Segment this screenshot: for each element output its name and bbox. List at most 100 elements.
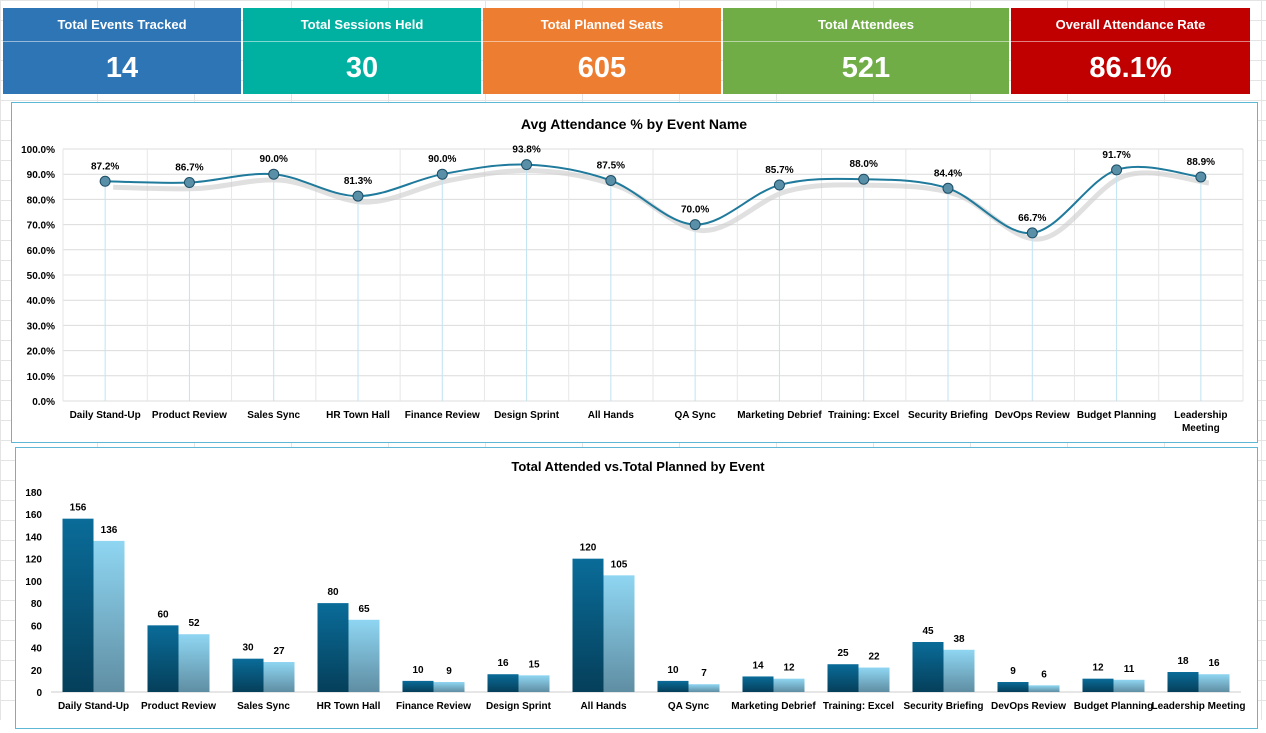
- y-tick-label: 50.0%: [27, 271, 55, 282]
- data-label: 22: [868, 652, 880, 663]
- data-label: 15: [528, 659, 540, 670]
- kpi-card: Total Sessions Held 30: [243, 8, 481, 94]
- data-point: [942, 182, 954, 194]
- bar: [1167, 672, 1199, 692]
- data-point: [773, 179, 785, 191]
- bar: [93, 540, 125, 692]
- kpi-value: 605: [577, 52, 627, 84]
- data-label: 81.3%: [344, 176, 372, 187]
- x-tick-label: HR Town Hall: [326, 410, 390, 421]
- bar: [858, 667, 890, 692]
- data-label: 84.4%: [934, 168, 962, 179]
- data-label: 11: [1124, 664, 1135, 675]
- x-tick-label: QA Sync: [668, 701, 710, 712]
- data-point: [268, 168, 280, 180]
- data-point: [689, 219, 701, 231]
- data-label: 6: [1041, 669, 1047, 680]
- y-tick-label: 10.0%: [27, 372, 55, 383]
- bar: [1028, 685, 1060, 692]
- kpi-value: 14: [105, 52, 139, 84]
- x-tick-label: DevOps Review: [995, 410, 1070, 421]
- data-point: [858, 173, 870, 185]
- x-tick-label: Sales Sync: [247, 410, 300, 421]
- bar-chart-panel[interactable]: Total Attended vs.Total Planned by Event…: [15, 447, 1258, 729]
- y-tick-label: 70.0%: [27, 221, 55, 232]
- data-label: 87.5%: [597, 161, 625, 172]
- data-label: 66.7%: [1018, 213, 1046, 224]
- data-label: 90.0%: [260, 154, 288, 165]
- data-point: [521, 159, 533, 171]
- data-point: [436, 168, 448, 180]
- x-tick-label: Marketing Debrief: [731, 701, 816, 712]
- bar: [773, 678, 805, 692]
- data-point: [1195, 171, 1207, 183]
- x-tick-label: Training: Excel: [823, 701, 894, 712]
- line-chart: Avg Attendance % by Event Name 0.0% 10.0% 2…: [21, 116, 1244, 434]
- y-tick-label: 120: [25, 555, 42, 566]
- bar: [572, 558, 604, 692]
- data-label: 90.0%: [428, 154, 456, 165]
- data-label: 70.0%: [681, 205, 709, 216]
- data-point: [352, 190, 364, 202]
- kpi-value: 521: [841, 52, 891, 84]
- bar: [657, 680, 689, 692]
- y-tick-label: 30.0%: [27, 321, 55, 332]
- data-label: 85.7%: [765, 165, 793, 176]
- x-tick-label: Leadership Meeting: [1152, 701, 1246, 712]
- bar: [518, 675, 550, 692]
- x-tick-label: DevOps Review: [991, 701, 1066, 712]
- line-chart-panel[interactable]: Avg Attendance % by Event Name 0.0% 10.0% 2…: [11, 102, 1258, 443]
- data-label: 86.7%: [175, 163, 203, 174]
- x-tick-label: Design Sprint: [486, 701, 552, 712]
- x-tick-label: Finance Review: [396, 701, 471, 712]
- data-point: [183, 177, 195, 189]
- y-tick-label: 40: [31, 644, 43, 655]
- x-tick-label: All Hands: [588, 410, 635, 421]
- chart-title: Total Attended vs.Total Planned by Event: [511, 459, 765, 474]
- data-label: 65: [358, 604, 370, 615]
- data-point: [1111, 164, 1123, 176]
- data-label: 25: [837, 648, 849, 659]
- data-label: 12: [1092, 663, 1104, 674]
- data-label: 12: [783, 663, 795, 674]
- bar: [147, 625, 179, 692]
- data-label: 10: [412, 665, 424, 676]
- data-label: 14: [752, 660, 764, 671]
- data-label: 30: [242, 643, 254, 654]
- kpi-value: 30: [345, 52, 379, 84]
- data-label: 16: [1208, 658, 1220, 669]
- bar: [1198, 674, 1230, 692]
- data-label: 10: [667, 665, 679, 676]
- x-tick-label: Budget Planning: [1074, 701, 1153, 712]
- data-label: 52: [188, 618, 200, 629]
- x-tick-label: Security Briefing: [908, 410, 988, 421]
- data-label: 18: [1177, 656, 1189, 667]
- y-tick-label: 160: [25, 510, 42, 521]
- x-tick-label: All Hands: [580, 701, 627, 712]
- bar: [62, 518, 94, 692]
- y-tick-label: 100: [25, 577, 42, 588]
- bar: [348, 619, 380, 692]
- x-tick-label: Product Review: [141, 701, 216, 712]
- bar: [943, 649, 975, 692]
- y-tick-label: 90.0%: [27, 170, 55, 181]
- x-tick-label: Design Sprint: [494, 410, 560, 421]
- kpi-label: Total Sessions Held: [243, 8, 481, 42]
- data-label: 9: [1010, 666, 1016, 677]
- bar: [688, 684, 720, 692]
- data-label: 16: [497, 658, 509, 669]
- y-tick-label: 180: [25, 488, 42, 499]
- chart-title: Avg Attendance % by Event Name: [521, 116, 747, 132]
- bar: [742, 676, 774, 692]
- data-label: 88.9%: [1187, 157, 1215, 168]
- bar: [487, 674, 519, 692]
- y-tick-label: 40.0%: [27, 296, 55, 307]
- data-label: 120: [580, 543, 597, 554]
- data-label: 91.7%: [1102, 150, 1130, 161]
- data-point: [99, 175, 111, 187]
- kpi-card: Total Planned Seats 605: [483, 8, 721, 94]
- y-tick-label: 20.0%: [27, 347, 55, 358]
- line-shadow: [113, 167, 1210, 242]
- bar: [827, 664, 859, 692]
- kpi-card: Total Events Tracked 14: [3, 8, 241, 94]
